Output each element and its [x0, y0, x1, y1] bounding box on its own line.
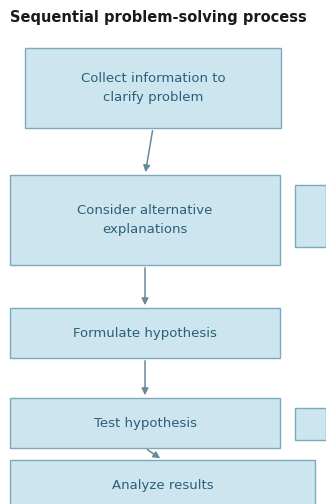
Text: Sequential problem-solving process: Sequential problem-solving process: [10, 10, 307, 25]
Bar: [295, 185, 326, 247]
Text: Analyze results: Analyze results: [112, 478, 213, 491]
Text: Formulate hypothesis: Formulate hypothesis: [73, 327, 217, 340]
Bar: [10, 398, 280, 448]
Bar: [10, 308, 280, 358]
Text: Consider alternative
explanations: Consider alternative explanations: [77, 205, 213, 235]
Bar: [10, 175, 280, 265]
Bar: [295, 408, 326, 440]
Bar: [25, 48, 281, 128]
Text: Collect information to
clarify problem: Collect information to clarify problem: [81, 73, 225, 103]
Bar: [10, 460, 315, 504]
Text: Test hypothesis: Test hypothesis: [94, 416, 197, 429]
